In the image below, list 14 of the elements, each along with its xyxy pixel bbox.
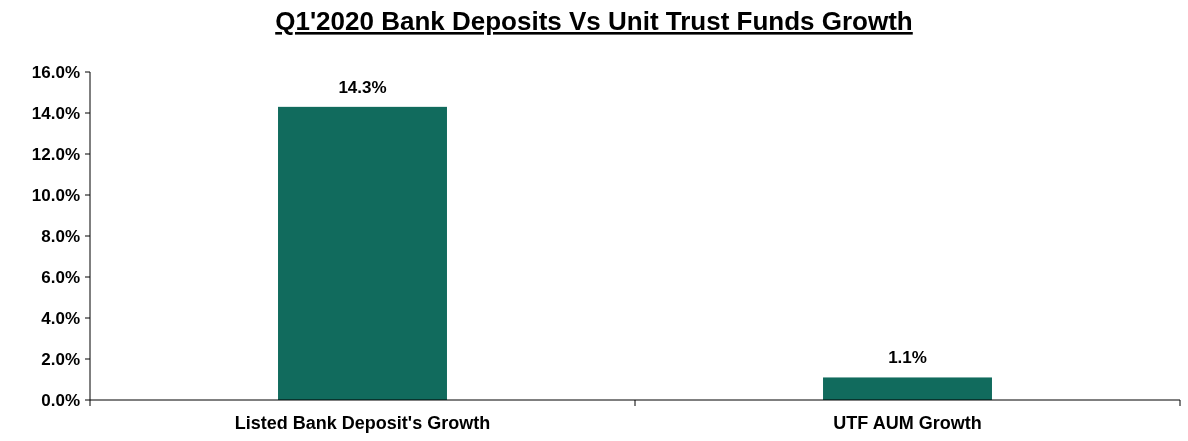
y-tick-label: 16.0%: [31, 62, 80, 82]
data-label: 1.1%: [888, 348, 927, 368]
y-tick-label: 4.0%: [41, 308, 80, 328]
y-tick-label: 0.0%: [41, 390, 80, 410]
y-tick-label: 8.0%: [41, 226, 80, 246]
chart-title: Q1'2020 Bank Deposits Vs Unit Trust Funds Growth: [275, 6, 913, 36]
y-tick-label: 2.0%: [41, 349, 80, 369]
data-label: 14.3%: [338, 77, 387, 97]
y-tick-label: 10.0%: [31, 185, 80, 205]
y-tick-label: 14.0%: [31, 103, 80, 123]
y-tick-label: 6.0%: [41, 267, 80, 287]
x-tick-label: UTF AUM Growth: [833, 413, 982, 433]
x-tick-label: Listed Bank Deposit's Growth: [234, 413, 491, 433]
y-tick-label: 12.0%: [31, 144, 80, 164]
